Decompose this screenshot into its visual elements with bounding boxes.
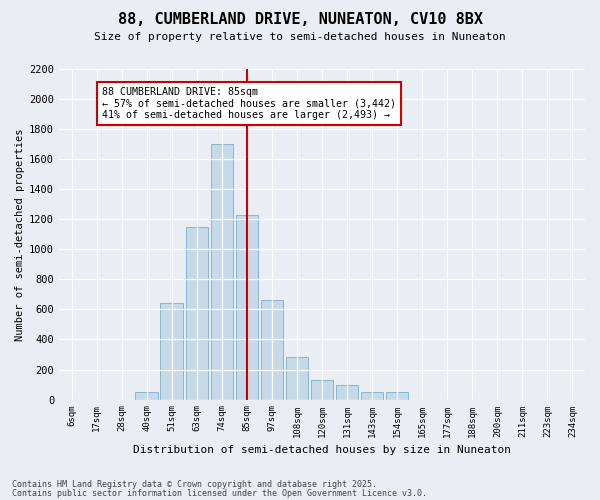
Y-axis label: Number of semi-detached properties: Number of semi-detached properties [15, 128, 25, 340]
Text: Contains HM Land Registry data © Crown copyright and database right 2025.: Contains HM Land Registry data © Crown c… [12, 480, 377, 489]
Bar [260, 300, 283, 400]
Bar [286, 358, 308, 400]
Bar [160, 304, 183, 400]
Bar [211, 144, 233, 400]
Text: 88 CUMBERLAND DRIVE: 85sqm
← 57% of semi-detached houses are smaller (3,442)
41%: 88 CUMBERLAND DRIVE: 85sqm ← 57% of semi… [101, 87, 395, 120]
Bar [236, 214, 258, 400]
Bar [136, 392, 158, 400]
Bar [386, 392, 409, 400]
Text: Contains public sector information licensed under the Open Government Licence v3: Contains public sector information licen… [12, 489, 427, 498]
Bar [361, 392, 383, 400]
Text: Size of property relative to semi-detached houses in Nuneaton: Size of property relative to semi-detach… [94, 32, 506, 42]
Bar [336, 384, 358, 400]
X-axis label: Distribution of semi-detached houses by size in Nuneaton: Distribution of semi-detached houses by … [133, 445, 511, 455]
Bar [185, 227, 208, 400]
Bar [311, 380, 333, 400]
Text: 88, CUMBERLAND DRIVE, NUNEATON, CV10 8BX: 88, CUMBERLAND DRIVE, NUNEATON, CV10 8BX [118, 12, 482, 28]
